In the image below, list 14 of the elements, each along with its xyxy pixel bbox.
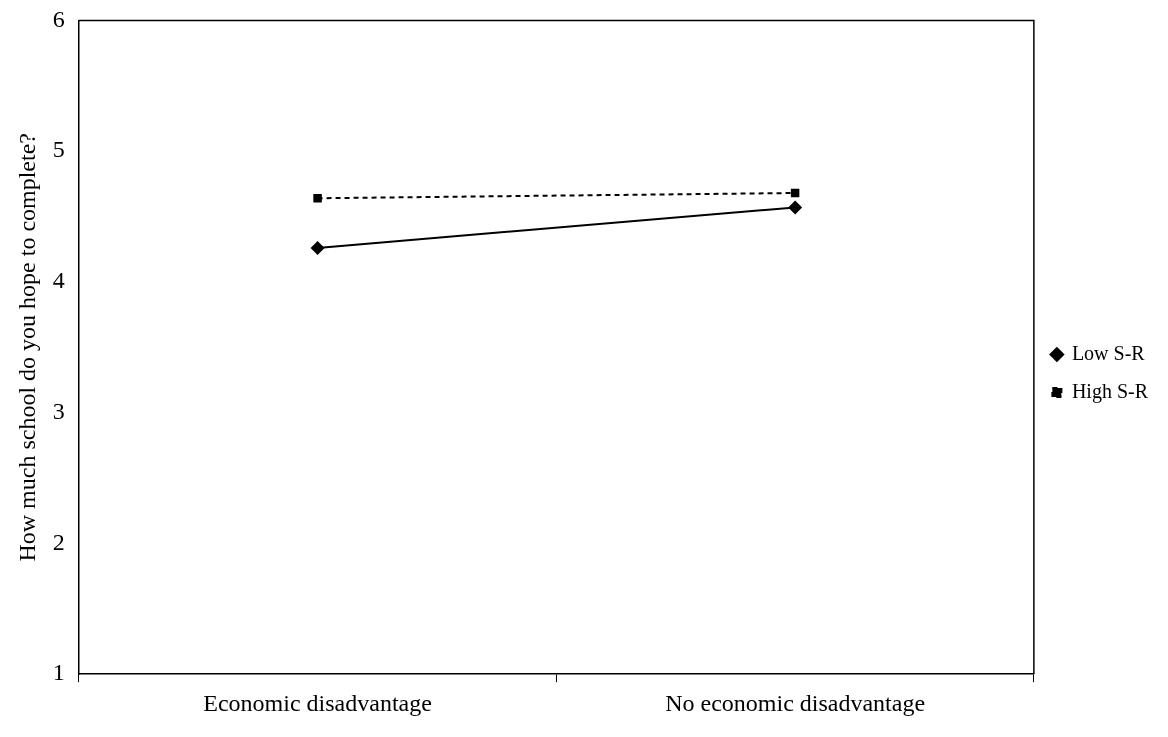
y-tick-label: 5 <box>52 136 65 163</box>
y-tick-label: 2 <box>52 528 65 555</box>
y-tick-label: 4 <box>52 267 65 294</box>
point <box>313 193 322 203</box>
y-axis-title: How much school do you hope to complete? <box>13 133 40 562</box>
y-tick-label: 1 <box>52 659 65 686</box>
point <box>310 240 325 255</box>
x-tick-label: Economic disadvantage <box>203 689 432 716</box>
x-tick-label: No economic disadvantage <box>665 689 926 716</box>
y-tick-label: 3 <box>52 397 65 424</box>
legend-label: Low S-R <box>1071 341 1146 364</box>
legend-label: High S-R <box>1071 379 1149 403</box>
point <box>788 200 803 215</box>
y-tick-label: 6 <box>52 5 65 32</box>
